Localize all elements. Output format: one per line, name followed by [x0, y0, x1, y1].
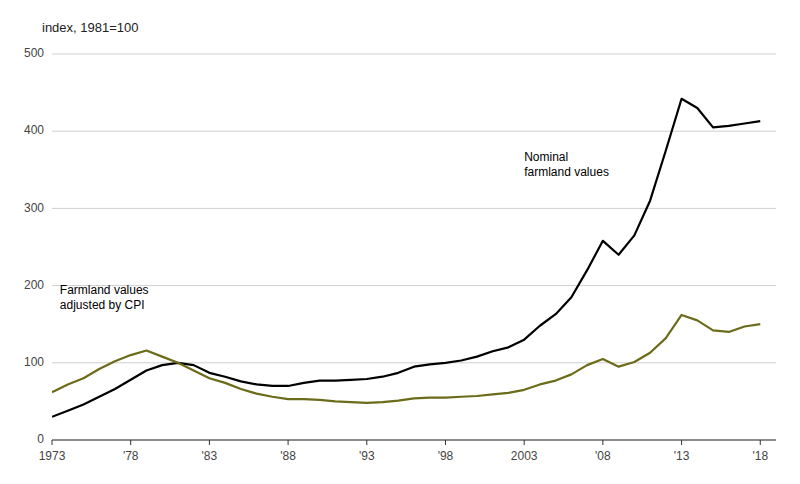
x-tick	[209, 440, 210, 445]
annotations: Nominalfarmland values Farmland valuesadj…	[60, 151, 609, 313]
grid-line	[52, 362, 776, 363]
x-tick	[760, 440, 761, 445]
x-tick	[288, 440, 289, 445]
x-tick	[445, 440, 446, 445]
series-line	[52, 315, 760, 403]
x-tick-label: '08	[595, 449, 611, 463]
y-tick-label: 300	[24, 201, 44, 215]
x-tick-label: '78	[123, 449, 139, 463]
x-tick-label: '83	[202, 449, 218, 463]
annotation-line: adjusted by CPI	[60, 298, 145, 312]
x-tick-label: 2003	[511, 449, 538, 463]
grid-line	[52, 54, 776, 55]
y-tick-label: 400	[24, 123, 44, 137]
chart: index, 1981=100 0 100 200 300 400 500 1973 '78 '8…	[0, 0, 800, 484]
annotation: Nominalfarmland values	[524, 151, 609, 180]
y-axis: 0 100 200 300 400 500	[24, 46, 776, 446]
grid-line	[52, 285, 776, 286]
grid-line	[52, 440, 776, 441]
lines	[52, 99, 760, 417]
x-tick	[524, 440, 525, 445]
x-tick-label: '93	[359, 449, 375, 463]
grid-line	[52, 131, 776, 132]
annotation-line: farmland values	[524, 166, 609, 180]
annotation-line: Nominal	[524, 151, 568, 165]
y-tick-label: 100	[24, 355, 44, 369]
annotation: Farmland valuesadjusted by CPI	[60, 283, 149, 312]
x-tick	[366, 440, 367, 445]
x-tick-label: '13	[674, 449, 690, 463]
x-tick-label: '18	[752, 449, 768, 463]
annotation-line: Farmland values	[60, 283, 149, 297]
series-line	[52, 99, 760, 417]
x-tick	[681, 440, 682, 445]
title: index, 1981=100	[42, 20, 139, 35]
x-axis: 1973 '78 '83 '88 '93 '98 2003 '08 '13 '18	[39, 440, 776, 463]
x-axis-line	[52, 440, 776, 441]
y-tick-label: 0	[37, 432, 44, 446]
x-tick-label: '98	[438, 449, 454, 463]
x-tick-label: 1973	[39, 449, 66, 463]
y-tick-label: 500	[24, 46, 44, 60]
x-tick-label: '88	[280, 449, 296, 463]
grid-line	[52, 208, 776, 209]
x-tick	[130, 440, 131, 445]
x-tick	[52, 440, 53, 445]
y-tick-label: 200	[24, 278, 44, 292]
x-tick	[602, 440, 603, 445]
